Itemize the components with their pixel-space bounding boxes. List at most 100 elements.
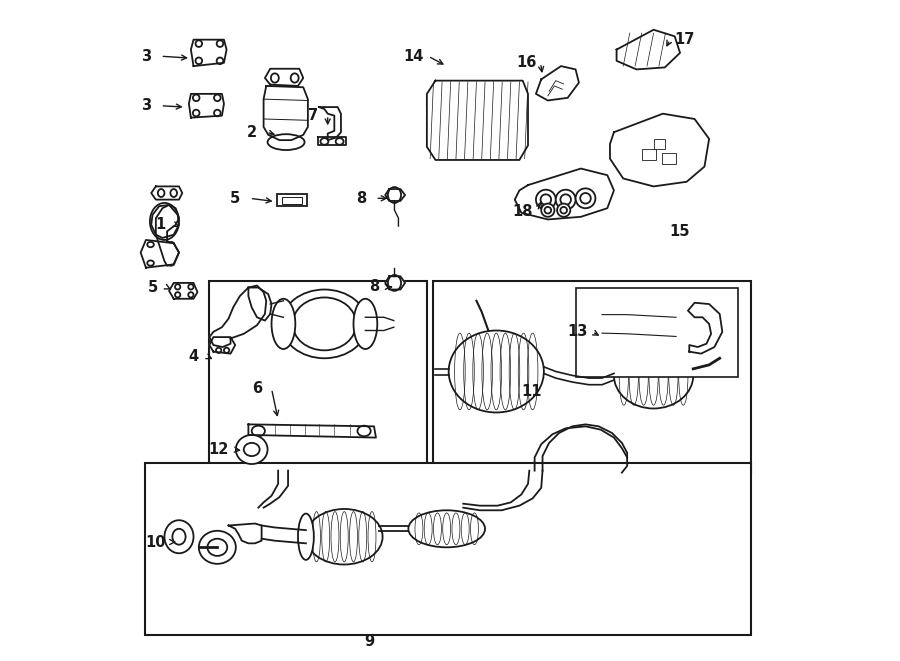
Ellipse shape	[357, 426, 371, 436]
Text: 10: 10	[146, 535, 166, 549]
Ellipse shape	[272, 299, 295, 349]
Ellipse shape	[291, 73, 299, 83]
Ellipse shape	[557, 204, 571, 217]
Polygon shape	[427, 81, 528, 160]
Bar	[145, 463, 751, 635]
Polygon shape	[229, 524, 262, 543]
Ellipse shape	[536, 190, 556, 210]
Ellipse shape	[292, 297, 356, 350]
Ellipse shape	[175, 292, 180, 297]
Text: 7: 7	[308, 108, 319, 122]
Ellipse shape	[216, 348, 221, 353]
Ellipse shape	[214, 110, 220, 116]
Text: 8: 8	[369, 280, 379, 294]
Polygon shape	[151, 186, 183, 200]
Ellipse shape	[158, 189, 165, 197]
Ellipse shape	[267, 134, 304, 150]
Text: 2: 2	[247, 125, 256, 139]
Text: 11: 11	[521, 384, 542, 399]
Polygon shape	[140, 240, 179, 268]
Ellipse shape	[217, 40, 223, 47]
Ellipse shape	[214, 95, 220, 101]
Ellipse shape	[188, 284, 194, 290]
Text: 4: 4	[188, 350, 199, 364]
Ellipse shape	[193, 95, 200, 101]
Polygon shape	[191, 40, 227, 66]
Ellipse shape	[388, 187, 401, 203]
Polygon shape	[248, 424, 376, 438]
Ellipse shape	[148, 242, 154, 247]
Bar	[653, 139, 665, 149]
Ellipse shape	[576, 188, 596, 208]
Ellipse shape	[561, 207, 567, 214]
Ellipse shape	[661, 309, 692, 346]
Ellipse shape	[594, 315, 610, 333]
Polygon shape	[210, 286, 266, 347]
Polygon shape	[320, 107, 341, 140]
Polygon shape	[265, 69, 303, 86]
Text: 13: 13	[567, 325, 588, 339]
Polygon shape	[189, 94, 224, 118]
Text: 6: 6	[252, 381, 262, 396]
Ellipse shape	[148, 260, 154, 266]
Polygon shape	[264, 86, 308, 140]
Bar	[277, 194, 307, 206]
Text: 17: 17	[674, 32, 695, 47]
Text: 14: 14	[403, 49, 424, 63]
Ellipse shape	[188, 292, 194, 297]
Ellipse shape	[175, 284, 180, 290]
Polygon shape	[515, 169, 614, 219]
Ellipse shape	[336, 138, 344, 145]
Ellipse shape	[449, 330, 544, 412]
Ellipse shape	[207, 539, 227, 556]
Ellipse shape	[580, 193, 590, 204]
Polygon shape	[248, 288, 272, 321]
Text: 16: 16	[516, 56, 536, 70]
Ellipse shape	[199, 531, 236, 564]
Text: 9: 9	[364, 634, 374, 648]
Bar	[282, 197, 302, 204]
Ellipse shape	[167, 260, 175, 266]
Ellipse shape	[614, 342, 693, 408]
Text: 8: 8	[356, 191, 366, 206]
Ellipse shape	[556, 190, 576, 210]
Ellipse shape	[244, 443, 259, 456]
Ellipse shape	[217, 58, 223, 64]
Bar	[642, 149, 656, 160]
Ellipse shape	[586, 305, 618, 342]
Ellipse shape	[388, 275, 401, 291]
Ellipse shape	[170, 189, 177, 197]
Text: 3: 3	[141, 49, 151, 63]
Ellipse shape	[354, 299, 377, 349]
Bar	[662, 153, 676, 164]
Ellipse shape	[193, 110, 200, 116]
Ellipse shape	[306, 509, 382, 564]
Ellipse shape	[409, 510, 485, 547]
Ellipse shape	[619, 315, 635, 333]
Ellipse shape	[320, 138, 328, 145]
Ellipse shape	[298, 514, 314, 560]
Ellipse shape	[195, 58, 203, 64]
Ellipse shape	[668, 318, 684, 336]
Polygon shape	[610, 114, 709, 186]
Polygon shape	[318, 137, 346, 145]
Polygon shape	[156, 205, 179, 266]
Ellipse shape	[224, 338, 230, 343]
Text: 1: 1	[156, 217, 166, 232]
Ellipse shape	[561, 194, 571, 205]
Text: 12: 12	[209, 442, 229, 457]
Ellipse shape	[252, 426, 265, 436]
Ellipse shape	[173, 529, 185, 545]
Polygon shape	[616, 30, 680, 69]
Polygon shape	[210, 337, 235, 354]
Ellipse shape	[541, 204, 554, 217]
Ellipse shape	[165, 520, 194, 553]
Polygon shape	[385, 189, 405, 201]
Text: 18: 18	[512, 204, 533, 219]
Ellipse shape	[150, 203, 179, 240]
Ellipse shape	[282, 290, 367, 358]
Ellipse shape	[167, 242, 175, 247]
Ellipse shape	[611, 305, 643, 342]
Text: 5: 5	[148, 280, 157, 295]
Ellipse shape	[541, 194, 551, 205]
